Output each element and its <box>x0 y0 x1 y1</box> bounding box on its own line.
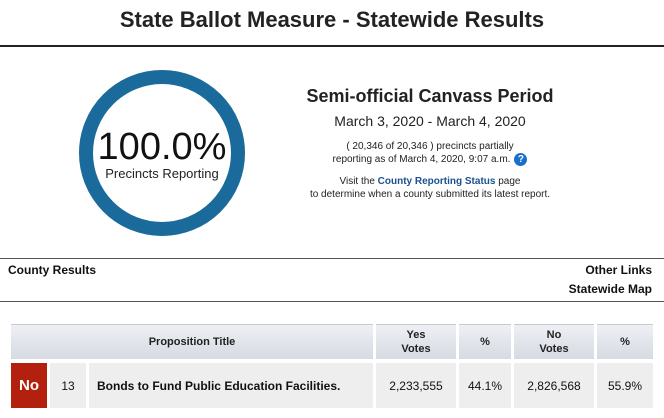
no-percent: 55.9% <box>597 359 653 408</box>
yes-votes: 2,233,555 <box>376 359 456 408</box>
results-table: Proposition Title Yes Votes % No Votes % N… <box>8 324 656 408</box>
progress-ring <box>79 70 245 236</box>
visit-suffix: page <box>495 176 521 188</box>
col-no-pct: % <box>597 324 653 359</box>
result-badge: No <box>11 359 47 408</box>
help-icon[interactable]: ? <box>514 153 528 166</box>
col-proposition-title: Proposition Title <box>11 324 373 359</box>
precinct-count: ( 20,346 of 20,346 ) precincts partially <box>346 141 514 152</box>
results-header-row: Proposition Title Yes Votes % No Votes % <box>11 324 653 359</box>
col-yes-votes: Yes Votes <box>376 324 456 359</box>
col-yes-votes-label: Votes <box>401 343 431 355</box>
proposition-title[interactable]: Bonds to Fund Public Education Facilitie… <box>89 359 373 408</box>
canvass-info: Semi-official Canvass Period March 3, 20… <box>280 84 580 201</box>
proposition-number: 13 <box>50 359 86 408</box>
precincts-reporting-gauge: 100.0% Precincts Reporting <box>78 69 246 237</box>
page-header: State Ballot Measure - Statewide Results <box>0 0 664 47</box>
statewide-map-link[interactable]: Statewide Map <box>568 282 652 296</box>
percent-reporting: 100.0% <box>97 126 227 168</box>
county-reporting-status-link[interactable]: County Reporting Status <box>377 176 496 188</box>
other-links-heading: Other Links <box>585 263 652 277</box>
visit-note: Visit the County Reporting Status page t… <box>280 175 580 201</box>
visit-prefix: Visit the <box>339 176 378 188</box>
canvass-title: Semi-official Canvass Period <box>306 86 554 106</box>
reporting-timestamp: reporting as of March 4, 2020, 9:07 a.m. <box>332 154 511 166</box>
yes-percent: 44.1% <box>459 359 511 408</box>
col-no-label: No <box>546 329 562 341</box>
no-votes: 2,826,568 <box>514 359 594 408</box>
page-title: State Ballot Measure - Statewide Results <box>119 7 545 32</box>
canvass-dates: March 3, 2020 - March 4, 2020 <box>334 113 526 129</box>
col-no-votes: No Votes <box>514 324 594 359</box>
col-yes-label: Yes <box>406 329 426 341</box>
links-bar: County Results Other Links Statewide Map <box>0 258 664 302</box>
county-results-heading: County Results <box>8 263 97 277</box>
table-row: No 13 Bonds to Fund Public Education Fac… <box>11 359 653 408</box>
col-no-votes-label: Votes <box>539 343 569 355</box>
progress-ring-fill <box>79 70 245 236</box>
precinct-status: ( 20,346 of 20,346 ) precincts partially… <box>280 140 580 166</box>
col-yes-pct: % <box>459 324 511 359</box>
visit-line2: to determine when a county submitted its… <box>309 189 551 201</box>
percent-reporting-label: Precincts Reporting <box>105 166 219 181</box>
